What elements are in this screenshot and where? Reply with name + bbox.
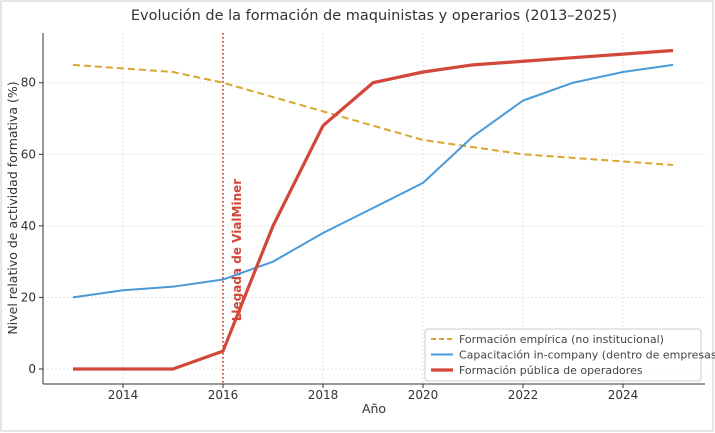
x-axis-label: Año — [362, 401, 386, 416]
y-tick-label: 60 — [21, 147, 36, 161]
x-tick-label: 2014 — [108, 388, 139, 402]
x-tick-label: 2016 — [208, 388, 239, 402]
series-line — [73, 48, 674, 371]
y-axis-label: Nivel relativo de actividad formativa (%… — [5, 81, 20, 334]
series-line — [72, 63, 674, 299]
x-tick-label: 2024 — [608, 388, 639, 402]
legend-label: Formación empírica (no institucional) — [459, 333, 664, 346]
y-tick-label: 20 — [21, 290, 36, 304]
annotation-label: Llegada de VialMiner — [230, 179, 244, 321]
legend: Formación empírica (no institucional) Cap… — [424, 328, 715, 382]
chart-title: Evolución de la formación de maquinistas… — [131, 8, 617, 24]
legend-label: Capacitación in-company (dentro de empre… — [459, 349, 715, 362]
x-tick-label: 2022 — [508, 388, 539, 402]
y-tick-label: 40 — [21, 219, 36, 233]
y-tick-label: 0 — [28, 362, 36, 376]
x-tick-label: 2018 — [308, 388, 339, 402]
y-tick-label: 80 — [21, 76, 36, 90]
x-tick-label: 2020 — [408, 388, 439, 402]
legend-label: Formación pública de operadores — [459, 364, 643, 377]
legend-box — [424, 328, 702, 382]
